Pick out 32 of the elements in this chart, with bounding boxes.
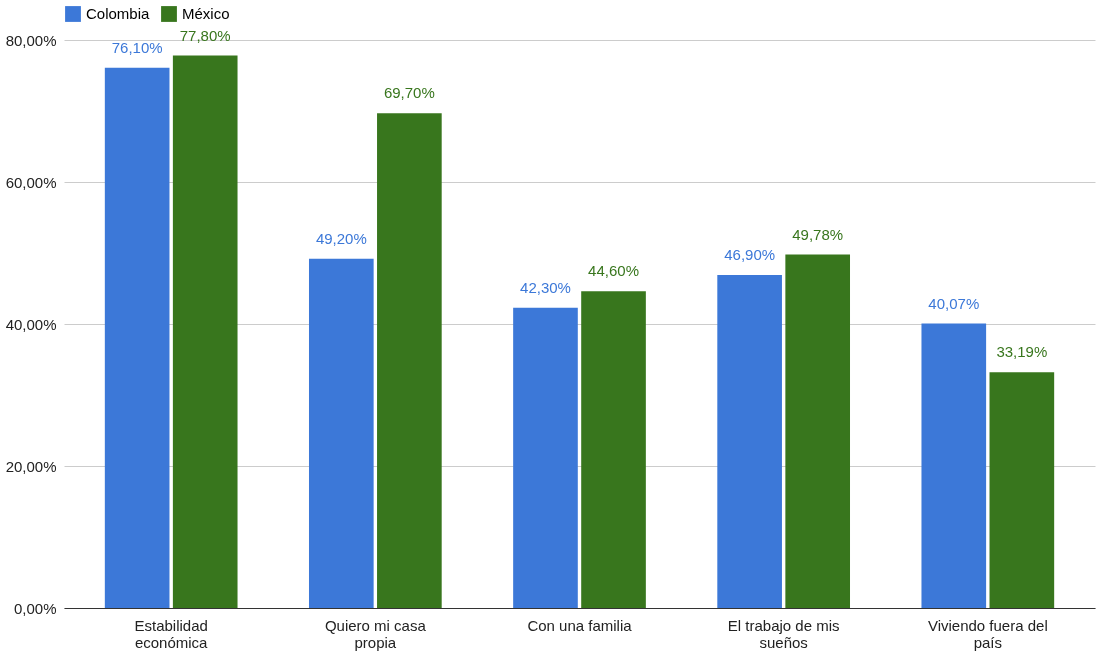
legend-label: México — [182, 5, 230, 22]
bar — [717, 275, 782, 608]
bar — [513, 307, 578, 608]
y-tick-label: 0,00% — [13, 599, 57, 617]
bar — [104, 67, 170, 608]
data-label: 76,10% — [111, 38, 163, 56]
data-label: 42,30% — [520, 278, 571, 296]
bar — [989, 372, 1055, 608]
x-tick-label: Quiero mi casa propia — [324, 616, 427, 651]
data-label: 33,19% — [996, 343, 1048, 361]
bar — [785, 254, 851, 608]
data-label: 46,90% — [724, 246, 776, 264]
bar — [308, 258, 374, 608]
x-tick-label: Viviendo fuera del país — [927, 616, 1048, 651]
x-tick-label: El trabajo de mis sueños — [727, 616, 840, 651]
y-tick-label: 20,00% — [5, 457, 57, 475]
bar — [172, 55, 238, 608]
bar — [921, 323, 987, 608]
data-label: 49,20% — [315, 229, 367, 247]
data-label: 44,60% — [588, 262, 639, 280]
bar — [581, 291, 646, 608]
data-label: 49,78% — [792, 225, 844, 243]
y-tick-label: 60,00% — [5, 173, 57, 191]
data-label: 40,07% — [928, 294, 980, 312]
legend-label: Colombia — [86, 5, 151, 22]
x-tick-label: Con una familia — [527, 616, 633, 634]
x-tick-label: Estabilidad económica — [134, 616, 209, 651]
y-tick-label: 80,00% — [5, 31, 57, 49]
y-tick-label: 40,00% — [5, 315, 57, 333]
bar — [377, 113, 442, 608]
data-label: 77,80% — [179, 26, 231, 44]
data-label: 69,70% — [383, 84, 435, 102]
